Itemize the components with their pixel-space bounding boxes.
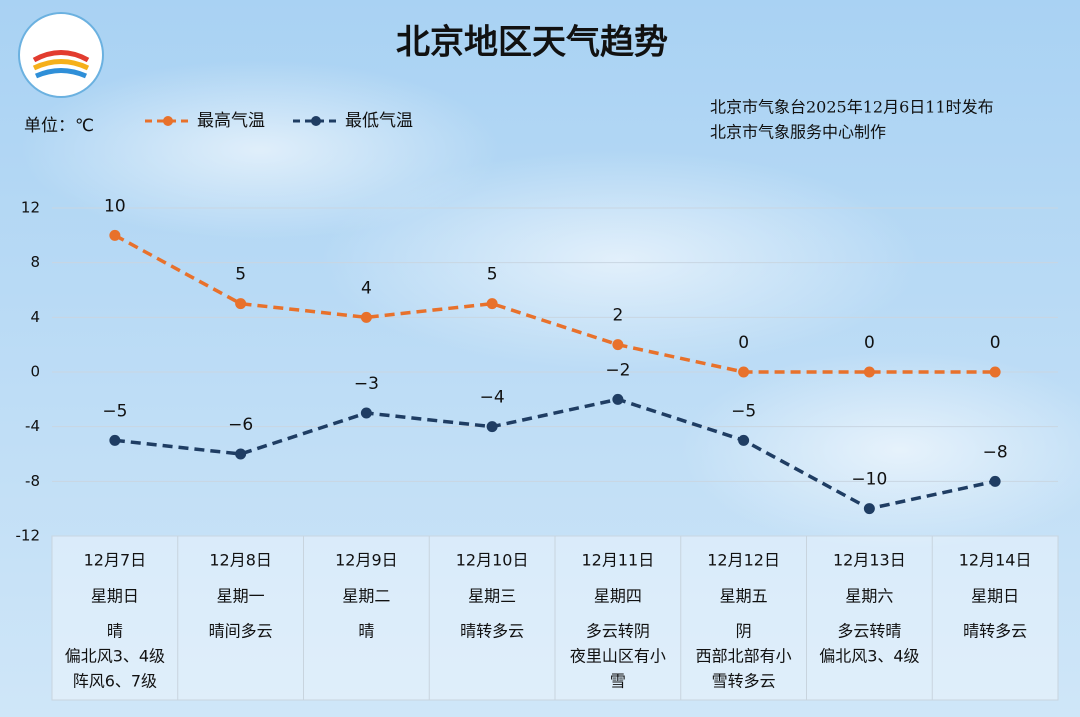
weather-text: 雪转多云: [712, 672, 776, 691]
weather-text: 夜里山区有小: [570, 647, 666, 666]
point: [989, 475, 1001, 487]
point: [863, 366, 875, 378]
point: [612, 393, 624, 405]
y-tick-label: 12: [21, 199, 40, 217]
weather-text: 偏北风3、4级: [65, 647, 165, 666]
data-label: −10: [851, 470, 887, 490]
data-label: 2: [612, 306, 623, 326]
y-tick-label: -8: [25, 472, 40, 490]
data-label: −4: [480, 388, 505, 408]
date-label: 12月13日: [833, 551, 906, 570]
point: [486, 421, 498, 433]
date-label: 12月9日: [335, 551, 398, 570]
weather-text: 偏北风3、4级: [819, 647, 919, 666]
weather-text: 多云转晴: [837, 622, 901, 641]
date-label: 12月7日: [84, 551, 147, 570]
weather-text: 晴间多云: [209, 622, 273, 641]
weekday-label: 星期六: [845, 587, 893, 606]
weekday-label: 星期四: [594, 587, 642, 606]
legend-marker: [311, 116, 321, 126]
point: [109, 434, 121, 446]
logo: [18, 12, 104, 98]
date-label: 12月11日: [582, 551, 655, 570]
weather-text: 多云转阴: [586, 622, 650, 641]
weather-text: 晴转多云: [963, 622, 1027, 641]
weather-text: 晴转多云: [460, 622, 524, 641]
weekday-label: 星期日: [91, 587, 139, 606]
legend-label: 最高气温: [197, 111, 265, 131]
line: [114, 233, 996, 374]
weekday-label: 星期日: [971, 587, 1019, 606]
weekday-label: 星期五: [720, 587, 768, 606]
y-tick-label: 8: [30, 253, 40, 271]
chart-title: 北京地区天气趋势: [396, 23, 668, 63]
line: [114, 397, 996, 511]
data-label: 4: [361, 278, 372, 298]
weekday-label: 星期一: [217, 587, 265, 606]
weekday-label: 星期二: [342, 587, 390, 606]
y-tick-label: -4: [25, 417, 40, 435]
data-label: −6: [228, 415, 253, 435]
date-label: 12月14日: [959, 551, 1032, 570]
point: [235, 298, 247, 310]
data-label: 0: [864, 333, 875, 353]
weather-text: 阵风6、7级: [73, 672, 157, 691]
data-label: −2: [605, 360, 630, 380]
point: [612, 339, 624, 351]
date-label: 12月10日: [456, 551, 529, 570]
y-tick-label: 0: [30, 363, 40, 381]
data-label: −8: [983, 442, 1008, 462]
cloud: [680, 350, 1080, 550]
weather-text: 晴: [358, 622, 374, 641]
point: [109, 229, 121, 241]
weather-text: 晴: [107, 622, 123, 641]
data-label: −5: [731, 401, 756, 421]
data-label: 0: [990, 333, 1001, 353]
legend-marker: [163, 116, 173, 126]
weather-text: 西部北部有小: [696, 647, 792, 666]
date-label: 12月8日: [209, 551, 272, 570]
point: [863, 503, 875, 515]
point: [360, 311, 372, 323]
legend-label: 最低气温: [345, 111, 413, 131]
y-tick-label: -12: [16, 527, 41, 545]
point: [360, 407, 372, 419]
cloud: [320, 150, 920, 370]
point: [738, 434, 750, 446]
data-label: −3: [354, 374, 379, 394]
data-label: 5: [235, 265, 246, 285]
point: [235, 448, 247, 460]
point: [486, 298, 498, 310]
point: [738, 366, 750, 378]
weather-text: 阴: [736, 622, 752, 641]
point: [989, 366, 1001, 378]
data-label: 0: [738, 333, 749, 353]
source-line: 北京市气象服务中心制作: [710, 123, 886, 142]
data-label: 5: [487, 265, 498, 285]
y-tick-label: 4: [30, 308, 40, 326]
date-label: 12月12日: [707, 551, 780, 570]
unit-label: 单位：℃: [24, 116, 94, 136]
data-label: 10: [104, 196, 126, 216]
weekday-label: 星期三: [468, 587, 516, 606]
source-line: 北京市气象台2025年12月6日11时发布: [710, 98, 994, 117]
weather-text: 雪: [610, 672, 626, 691]
data-label: −5: [102, 401, 127, 421]
